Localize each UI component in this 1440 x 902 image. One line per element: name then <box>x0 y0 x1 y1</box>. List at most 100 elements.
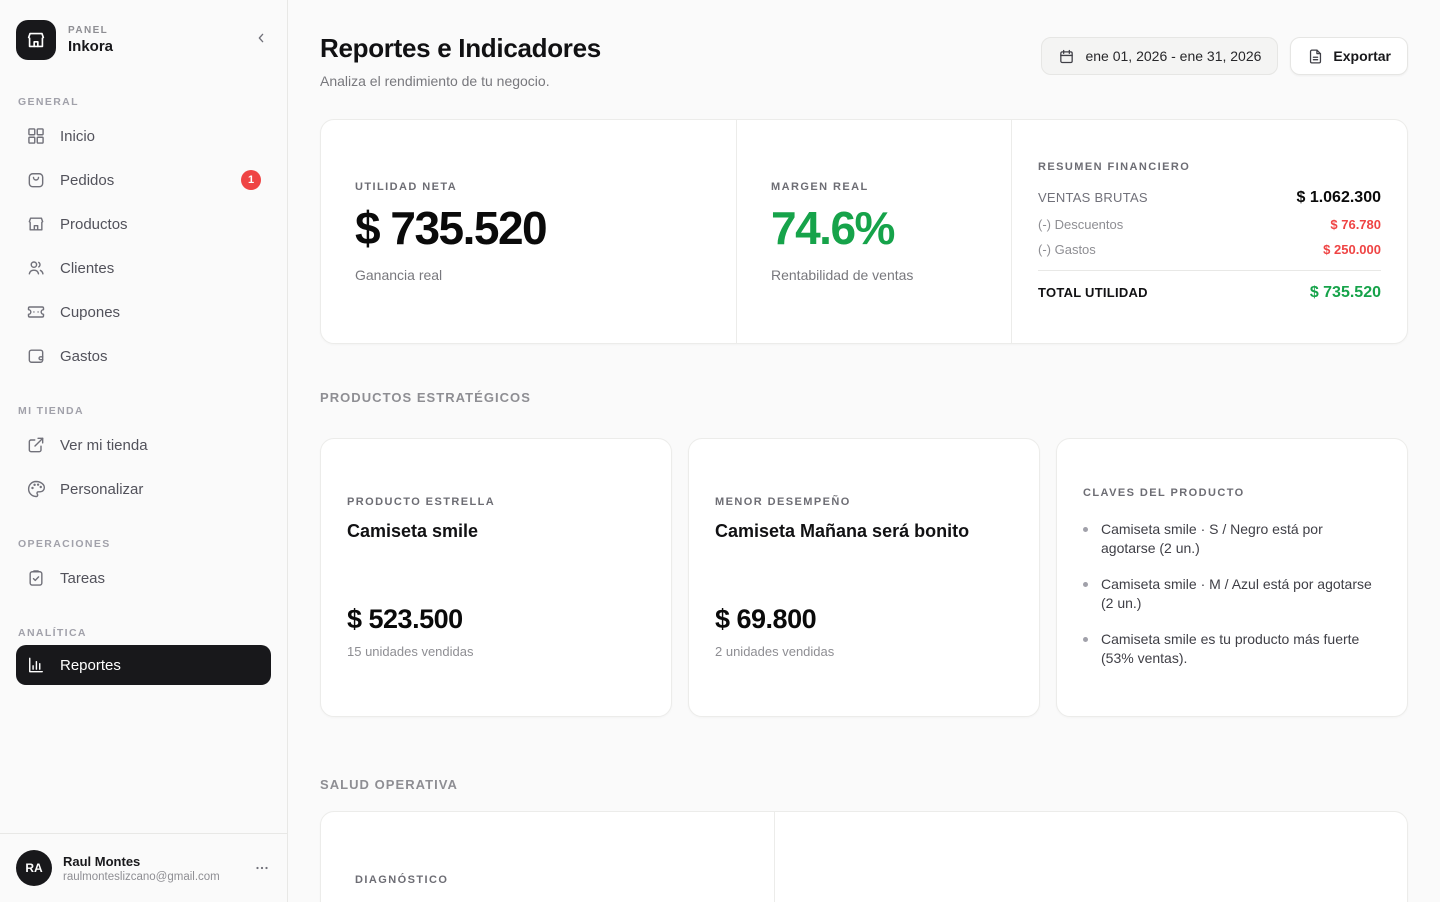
net-profit-label: UTILIDAD NETA <box>355 180 458 193</box>
sidebar-item-label: Gastos <box>60 347 108 365</box>
total-label: TOTAL UTILIDAD <box>1038 285 1148 300</box>
financial-breakdown: RESUMEN FINANCIERO VENTAS BRUTAS $ 1.062… <box>1011 120 1407 343</box>
financial-row: (-) Descuentos $ 76.780 <box>1038 217 1381 232</box>
shopping-bag-icon <box>26 170 46 190</box>
page-header: Reportes e Indicadores Analiza el rendim… <box>320 33 1408 89</box>
sidebar-item-label: Personalizar <box>60 480 144 498</box>
bullet-dot <box>1083 581 1088 587</box>
row-label: (-) Descuentos <box>1038 217 1124 232</box>
sidebar-item-productos[interactable]: Productos <box>16 202 271 246</box>
sidebar-item-label: Reportes <box>60 656 121 674</box>
export-label: Exportar <box>1333 48 1391 64</box>
sidebar-item-reportes[interactable]: Reportes <box>16 645 271 685</box>
page-subtitle: Analiza el rendimiento de tu negocio. <box>320 73 550 89</box>
list-item: Camiseta smile es tu producto más fuerte… <box>1083 630 1381 668</box>
sidebar-item-ver-mi-tienda[interactable]: Ver mi tienda <box>16 423 271 467</box>
page-heading: Reportes e Indicadores Analiza el rendim… <box>320 33 601 89</box>
financial-row: (-) Gastos $ 250.000 <box>1038 242 1381 257</box>
financial-total-row: TOTAL UTILIDAD $ 735.520 <box>1038 284 1381 302</box>
insight-text: Camiseta smile es tu producto más fuerte… <box>1101 631 1360 667</box>
sidebar-item-label: Cupones <box>60 303 121 321</box>
net-profit-value: $ 735.520 <box>355 201 548 254</box>
bar-chart-icon <box>26 655 46 675</box>
row-value: $ 1.062.300 <box>1296 189 1381 206</box>
financial-summary-card: UTILIDAD NETA $ 735.520 Ganancia real MA… <box>320 119 1408 344</box>
list-item: Camiseta smile · S / Negro está por agot… <box>1083 520 1381 558</box>
brand-text: PANEL Inkora <box>68 25 113 55</box>
brand-name: Inkora <box>68 38 114 55</box>
brand-logo <box>16 20 56 60</box>
worst-product-name: Camiseta Mañana será bonito <box>715 521 970 541</box>
sidebar-user: RA Raul Montes raulmonteslizcano@gmail.c… <box>0 833 287 902</box>
external-link-icon <box>26 435 46 455</box>
insight-text: Camiseta smile · M / Azul está por agota… <box>1101 575 1372 611</box>
wallet-icon <box>26 346 46 366</box>
bullet-dot <box>1083 526 1088 532</box>
calendar-icon <box>1058 48 1075 65</box>
net-profit-caption: Ganancia real <box>355 266 443 283</box>
user-menu-button[interactable] <box>253 859 271 877</box>
insight-list: Camiseta smile · S / Negro está por agot… <box>1083 503 1381 668</box>
insight-text: Camiseta smile · S / Negro está por agot… <box>1101 520 1323 556</box>
star-product-units: 15 unidades vendidas <box>347 644 474 659</box>
sidebar-item-label: Clientes <box>60 259 115 277</box>
sidebar-item-pedidos[interactable]: Pedidos 1 <box>16 158 271 202</box>
sidebar-nav: GENERAL Inicio Pedidos 1 Productos <box>0 60 287 833</box>
total-value: $ 735.520 <box>1309 284 1381 301</box>
star-product-label: PRODUCTO ESTRELLA <box>347 496 496 508</box>
palette-icon <box>26 479 46 499</box>
row-value: $ 76.780 <box>1330 217 1381 232</box>
sidebar-item-gastos[interactable]: Gastos <box>16 334 271 378</box>
export-button[interactable]: Exportar <box>1290 37 1408 75</box>
nav-section-operaciones: OPERACIONES <box>18 538 111 550</box>
avatar: RA <box>16 850 52 886</box>
bullet-dot <box>1083 637 1088 643</box>
stat-mayor-gasto: MAYOR GASTO <box>807 888 996 902</box>
sidebar-item-label: Ver mi tienda <box>60 436 148 454</box>
financial-breakdown-label: RESUMEN FINANCIERO <box>1038 161 1191 173</box>
user-name: Raul Montes <box>63 853 141 869</box>
sidebar-item-personalizar[interactable]: Personalizar <box>16 467 271 511</box>
panel-label: PANEL <box>68 25 109 36</box>
row-value: $ 250.000 <box>1323 242 1381 257</box>
sidebar-item-clientes[interactable]: Clientes <box>16 246 271 290</box>
stat-descuentos: DESCUENTOS <box>996 888 1185 902</box>
nav-section-mi-tienda: MI TIENDA <box>18 405 84 417</box>
store-icon <box>25 29 47 51</box>
diagnosis-label: DIAGNÓSTICO <box>355 874 449 886</box>
sidebar-item-tareas[interactable]: Tareas <box>16 556 271 600</box>
list-item: Camiseta smile · M / Azul está por agota… <box>1083 575 1381 613</box>
user-info: Raul Montes raulmonteslizcano@gmail.com <box>63 854 220 883</box>
nav-section-general: GENERAL <box>18 96 79 108</box>
chevron-left-icon <box>253 30 269 46</box>
grid-icon <box>26 126 46 146</box>
clipboard-check-icon <box>26 568 46 588</box>
nav-section-analitica: ANALÍTICA <box>18 627 87 639</box>
pedidos-count-badge: 1 <box>241 170 261 190</box>
sidebar-item-inicio[interactable]: Inicio <box>16 114 271 158</box>
health-section-title: SALUD OPERATIVA <box>320 777 458 792</box>
date-range-picker[interactable]: ene 01, 2026 - ene 31, 2026 <box>1041 37 1279 75</box>
sidebar-collapse-button[interactable] <box>253 30 269 46</box>
operational-health-card: DIAGNÓSTICO Salud financiera robusta MAY… <box>320 811 1408 902</box>
margin-value: 74.6% <box>771 201 895 254</box>
sidebar-item-cupones[interactable]: Cupones <box>16 290 271 334</box>
page-title: Reportes e Indicadores <box>320 33 601 63</box>
ticket-icon <box>26 302 46 322</box>
stat-operacion: OPERACIÓN <box>1186 888 1375 902</box>
brand: PANEL Inkora <box>16 20 271 60</box>
net-profit-kpi: UTILIDAD NETA $ 735.520 Ganancia real <box>321 120 736 343</box>
sidebar: PANEL Inkora GENERAL Inicio <box>0 0 288 902</box>
diagnosis-column: DIAGNÓSTICO Salud financiera robusta <box>321 812 774 902</box>
sidebar-item-label: Pedidos <box>60 171 115 189</box>
divider <box>1038 270 1381 271</box>
margin-caption: Rentabilidad de ventas <box>771 266 914 283</box>
store-icon <box>26 214 46 234</box>
financial-row: VENTAS BRUTAS $ 1.062.300 <box>1038 189 1381 207</box>
ellipsis-icon <box>253 859 271 877</box>
star-product-value: $ 523.500 <box>347 604 463 634</box>
file-icon <box>1307 48 1324 65</box>
product-insights-card: CLAVES DEL PRODUCTO Camiseta smile · S /… <box>1056 438 1408 717</box>
products-section-title: PRODUCTOS ESTRATÉGICOS <box>320 390 531 405</box>
